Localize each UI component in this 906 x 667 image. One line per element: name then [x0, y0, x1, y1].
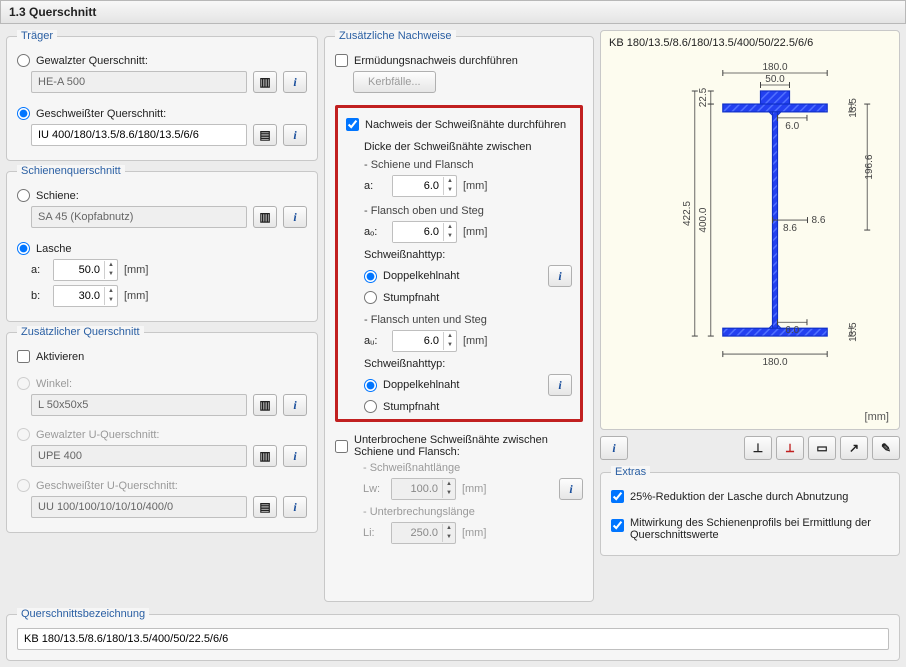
field-winkel-value: L 50x50x5 — [31, 394, 247, 416]
group-zusatz-qs: Zusätzlicher Querschnitt Aktivieren Wink… — [6, 326, 318, 533]
typ-label-1: Schweißnahttyp: — [364, 249, 572, 261]
group-traeger: Träger Gewalzter Querschnitt: HE-A 500 ▥… — [6, 30, 318, 161]
window-title: 1.3 Querschnitt — [0, 0, 906, 24]
svg-text:400.0: 400.0 — [698, 207, 709, 232]
lw-caption: - Schweißnahtlänge — [363, 462, 583, 474]
svg-text:13.5: 13.5 — [848, 98, 859, 118]
fl-oben-label: - Flansch oben und Steg — [364, 205, 572, 217]
library-button[interactable]: ▥ — [253, 394, 277, 416]
highlight-box: Nachweis der Schweißnähte durchführen Di… — [335, 105, 583, 422]
svg-text:6.0: 6.0 — [785, 325, 799, 336]
radio-gew-u[interactable]: Gewalzter U-Querschnitt: — [17, 428, 307, 441]
view-tool-1[interactable]: ⊥ — [744, 436, 772, 460]
info-button[interactable]: i — [548, 374, 572, 396]
legend-bez: Querschnittsbezeichnung — [17, 608, 149, 620]
info-button[interactable]: i — [548, 265, 572, 287]
info-button[interactable]: i — [283, 71, 307, 93]
checkbox-mitwirkung[interactable]: Mitwirkung des Schienenprofils bei Ermit… — [611, 517, 889, 541]
group-schiene: Schienenquerschnitt Schiene: SA 45 (Kopf… — [6, 165, 318, 322]
legend-schiene: Schienenquerschnitt — [17, 165, 125, 177]
field-schiene-value: SA 45 (Kopfabnutz) — [31, 206, 247, 228]
info-button[interactable]: i — [600, 436, 628, 460]
radio-winkel[interactable]: Winkel: — [17, 377, 307, 390]
li-caption: - Unterbrechungslänge — [363, 506, 583, 518]
info-button[interactable]: i — [559, 478, 583, 500]
info-button[interactable]: i — [283, 124, 307, 146]
radio-ges-u[interactable]: Geschweißter U-Querschnitt: — [17, 479, 307, 492]
svg-text:50.0: 50.0 — [765, 74, 785, 85]
svg-text:180.0: 180.0 — [762, 357, 787, 368]
view-tool-2[interactable]: ⟂ — [776, 436, 804, 460]
radio-stumpf-oben[interactable]: Stumpfnaht — [364, 291, 572, 304]
radio-schiene[interactable]: Schiene: — [17, 189, 307, 202]
radio-lasche[interactable]: Lasche — [17, 242, 307, 255]
view-tool-5[interactable]: ✎ — [872, 436, 900, 460]
field-ges-u-value: UU 100/100/10/10/10/400/0 — [31, 496, 247, 518]
checkbox-aktivieren[interactable]: Aktivieren — [17, 350, 307, 363]
checkbox-reduktion[interactable]: 25%-Reduktion der Lasche durch Abnutzung — [611, 490, 889, 503]
dicke-header: Dicke der Schweißnähte zwischen — [364, 141, 572, 153]
radio-doppel-unten[interactable]: Doppelkehlnaht — [364, 379, 459, 392]
library-button[interactable]: ▥ — [253, 71, 277, 93]
group-bez: Querschnittsbezeichnung — [6, 608, 900, 661]
legend-traeger: Träger — [17, 30, 57, 42]
info-button[interactable]: i — [283, 445, 307, 467]
label-b: b: — [31, 290, 47, 302]
library-button[interactable]: ▥ — [253, 445, 277, 467]
view-tool-3[interactable]: ▭ — [808, 436, 836, 460]
svg-text:180.0: 180.0 — [762, 62, 787, 73]
spinner-a[interactable]: ▲▼ — [392, 175, 457, 197]
diagram-panel: KB 180/13.5/8.6/180/13.5/400/50/22.5/6/6… — [600, 30, 900, 430]
checkbox-ermuedung[interactable]: Ermüdungsnachweis durchführen — [335, 54, 583, 67]
legend-extras: Extras — [611, 466, 650, 478]
field-gew-u-value: UPE 400 — [31, 445, 247, 467]
svg-text:6.0: 6.0 — [785, 121, 799, 132]
view-tool-4[interactable]: ↗ — [840, 436, 868, 460]
info-button[interactable]: i — [283, 206, 307, 228]
svg-text:196.6: 196.6 — [864, 154, 875, 179]
label-a: a: — [31, 264, 47, 276]
field-geschweisster-value[interactable] — [31, 124, 247, 146]
svg-text:13.5: 13.5 — [848, 322, 859, 342]
radio-geschweisster-qs[interactable]: Geschweißter Querschnitt: — [17, 107, 307, 120]
info-button[interactable]: i — [283, 394, 307, 416]
svg-text:422.5: 422.5 — [682, 201, 693, 226]
field-bezeichnung[interactable] — [17, 628, 889, 650]
group-extras: Extras 25%-Reduktion der Lasche durch Ab… — [600, 466, 900, 556]
svg-text:8.6: 8.6 — [811, 215, 825, 226]
diagram-toolbar: i ⊥ ⟂ ▭ ↗ ✎ — [600, 434, 900, 462]
checkbox-interrupt[interactable]: Unterbrochene Schweißnähte zwischen Schi… — [335, 434, 583, 458]
spinner-lw: ▲▼ — [391, 478, 456, 500]
typ-label-2: Schweißnahttyp: — [364, 358, 572, 370]
diagram-caption: KB 180/13.5/8.6/180/13.5/400/50/22.5/6/6 — [605, 35, 895, 51]
legend-zusatz-qs: Zusätzlicher Querschnitt — [17, 326, 144, 338]
radio-gewalzter-qs[interactable]: Gewalzter Querschnitt: — [17, 54, 307, 67]
svg-text:22.5: 22.5 — [698, 87, 709, 107]
spinner-lasche-a[interactable]: ▲▼ — [53, 259, 118, 281]
radio-doppel-oben[interactable]: Doppelkehlnaht — [364, 270, 459, 283]
info-button[interactable]: i — [283, 496, 307, 518]
field-gewalzter-value: HE-A 500 — [31, 71, 247, 93]
spinner-au[interactable]: ▲▼ — [392, 330, 457, 352]
spinner-lasche-b[interactable]: ▲▼ — [53, 285, 118, 307]
checkbox-schweiss[interactable]: Nachweis der Schweißnähte durchführen — [346, 118, 572, 131]
spinner-li: ▲▼ — [391, 522, 456, 544]
fl-unten-label: - Flansch unten und Steg — [364, 314, 572, 326]
library-button[interactable]: ▥ — [253, 206, 277, 228]
spinner-ao[interactable]: ▲▼ — [392, 221, 457, 243]
radio-stumpf-unten[interactable]: Stumpfnaht — [364, 400, 572, 413]
group-nachweise: Zusätzliche Nachweise Ermüdungsnachweis … — [324, 30, 594, 602]
edit-section-button[interactable]: ▤ — [253, 496, 277, 518]
kerbfaelle-button[interactable]: Kerbfälle... — [353, 71, 436, 93]
edit-section-button[interactable]: ▤ — [253, 124, 277, 146]
beam-diagram: 180.050.0180.0422.5400.022.513.5196.613.… — [605, 51, 895, 411]
sch-flansch-label: - Schiene und Flansch — [364, 159, 572, 171]
svg-text:8.6: 8.6 — [783, 223, 797, 234]
legend-nachweise: Zusätzliche Nachweise — [335, 30, 456, 42]
